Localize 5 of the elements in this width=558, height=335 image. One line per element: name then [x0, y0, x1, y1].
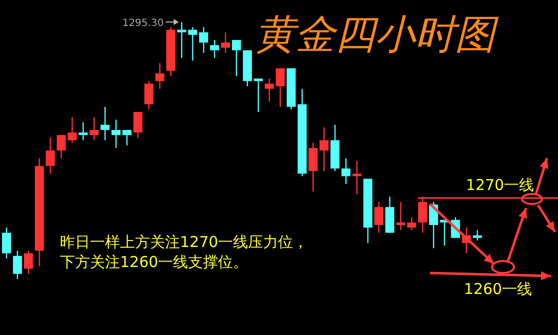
annotation: 昨日一样上方关注1270一线压力位， — [60, 233, 308, 251]
annotation: 1270一线 — [466, 176, 534, 194]
annotation: 下方关注1260一线支撑位。 — [60, 253, 248, 271]
annotation: 1295.30 — [122, 18, 164, 29]
text: 1260一线 — [464, 280, 532, 298]
